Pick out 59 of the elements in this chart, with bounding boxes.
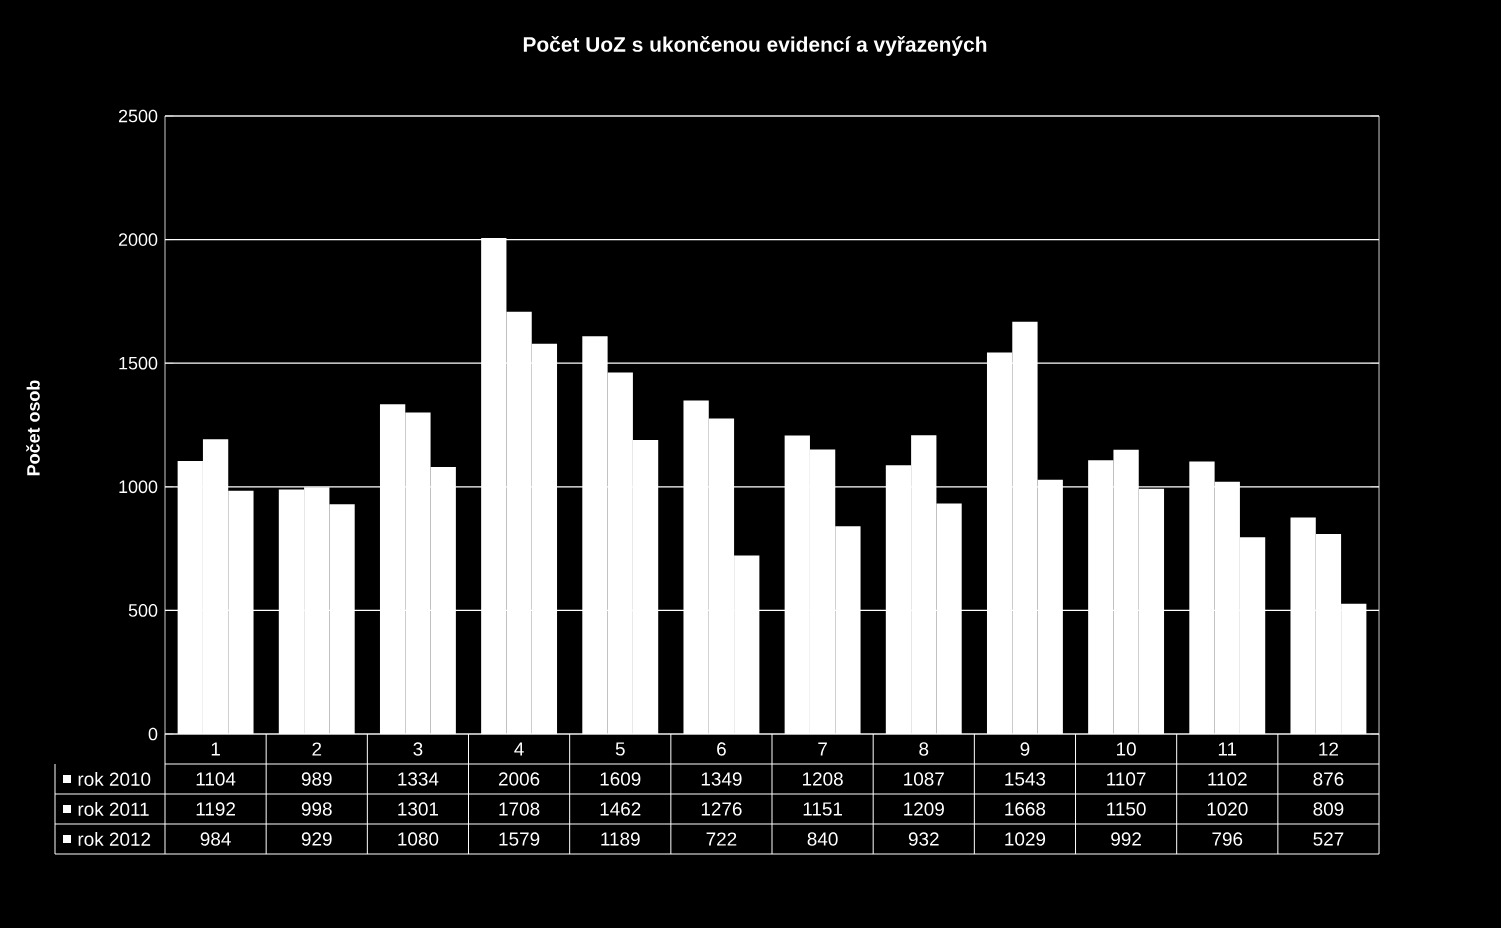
data-label: 1029 [1005, 832, 1046, 846]
data-label: 998 [301, 802, 332, 816]
data-label: 1192 [196, 802, 235, 816]
data-label: 1462 [600, 802, 641, 816]
data-label: 876 [1313, 772, 1344, 786]
x-tick-label: 11 [1218, 742, 1237, 756]
data-label: 1087 [904, 772, 944, 786]
x-tick-label: 5 [615, 742, 625, 756]
y-tick-label: 2000 [118, 233, 158, 246]
data-label: 796 [1212, 832, 1243, 846]
legend-label: rok 2010 [78, 772, 151, 786]
data-label: 1209 [904, 802, 944, 816]
data-label: 1189 [601, 832, 640, 846]
chart-title: Počet UoZ s ukončenou evidencí a vyřazených [523, 36, 987, 56]
y-tick-label: 500 [128, 604, 158, 617]
data-label: 527 [1313, 832, 1344, 846]
data-label: 1080 [398, 832, 439, 846]
y-axis-title: Počet osob [26, 380, 40, 476]
data-label: 992 [1111, 832, 1141, 846]
x-tick-label: 10 [1117, 742, 1136, 756]
data-label: 840 [807, 832, 838, 846]
data-label: 1020 [1207, 802, 1248, 816]
y-tick-label: 0 [148, 727, 158, 741]
data-label: 809 [1313, 802, 1344, 816]
x-tick-label: 4 [514, 742, 524, 756]
data-label: 1301 [398, 802, 439, 816]
x-tick-label: 6 [717, 742, 726, 756]
legend-label: rok 2011 [78, 802, 149, 816]
data-label: 929 [301, 832, 332, 846]
legend-label: rok 2012 [78, 832, 151, 846]
y-tick-label: 2500 [118, 109, 158, 123]
data-label: 1579 [499, 832, 540, 846]
data-label: 1668 [1005, 802, 1046, 816]
y-tick-label: 1500 [119, 356, 158, 370]
data-label: 1208 [802, 772, 843, 786]
data-label: 1107 [1107, 772, 1146, 786]
data-label: 1150 [1107, 802, 1146, 816]
x-tick-label: 2 [312, 742, 322, 756]
data-label: 1708 [499, 802, 540, 816]
data-label: 722 [706, 832, 737, 846]
x-tick-label: 9 [1020, 742, 1030, 756]
data-label: 1102 [1208, 772, 1247, 786]
x-tick-label: 3 [413, 742, 423, 756]
x-tick-label: 1 [211, 742, 220, 756]
data-label: 1151 [803, 802, 842, 816]
data-label: 989 [301, 772, 332, 786]
x-tick-label: 12 [1319, 742, 1339, 756]
data-label: 1104 [196, 772, 236, 786]
data-label: 1543 [1005, 772, 1046, 786]
data-label: 932 [908, 832, 939, 846]
x-tick-label: 8 [919, 742, 929, 756]
y-tick-label: 1000 [119, 480, 158, 494]
x-tick-label: 7 [818, 742, 827, 756]
data-label: 1349 [701, 772, 742, 786]
data-label: 2006 [498, 772, 540, 786]
data-label: 984 [200, 832, 231, 846]
data-label: 1276 [701, 802, 742, 816]
data-label: 1609 [600, 772, 641, 786]
data-label: 1334 [398, 772, 439, 786]
